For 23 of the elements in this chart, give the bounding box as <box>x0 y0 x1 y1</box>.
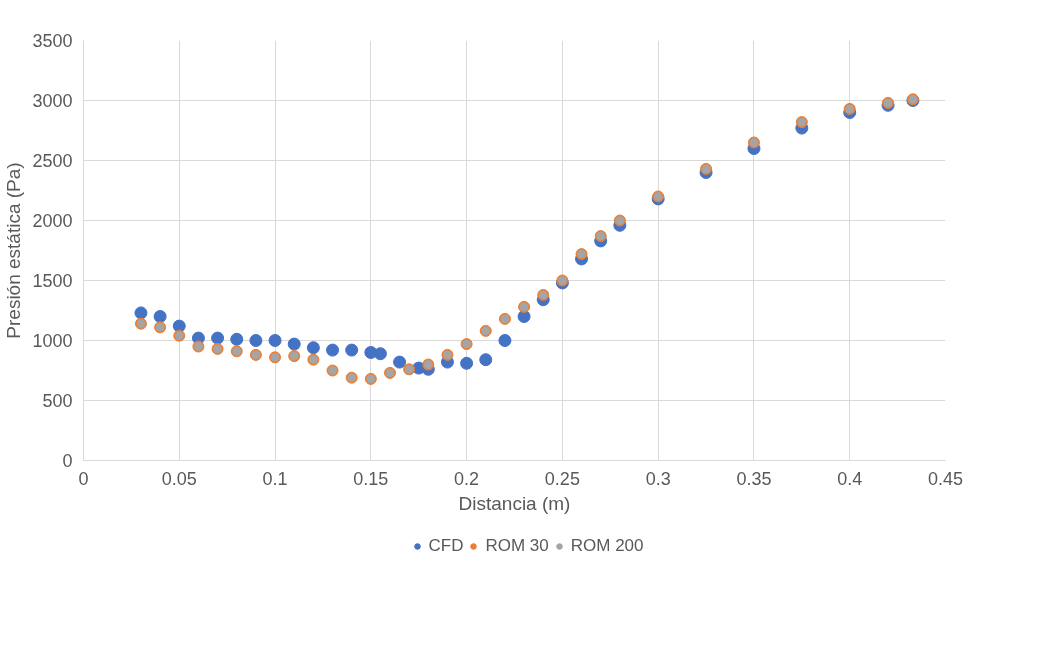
x-tick-label: 0.2 <box>454 468 480 489</box>
x-axis-title: Distancia (m) <box>458 492 571 514</box>
x-tick-label: 0.1 <box>262 468 288 489</box>
x-tick-label: 0.35 <box>736 468 772 489</box>
legend-label: CFD <box>428 536 464 556</box>
x-tick-label: 0.45 <box>927 468 964 489</box>
y-tick-label: 500 <box>42 391 73 411</box>
x-tick-label: 0.15 <box>353 468 389 489</box>
y-tick-label: 0 <box>62 451 73 471</box>
y-tick-label: 1000 <box>32 331 73 351</box>
y-tick-label: 2500 <box>32 151 73 171</box>
x-tick-label: 0.4 <box>837 468 863 489</box>
y-tick-label: 1500 <box>32 271 73 291</box>
legend-label: ROM 30 <box>485 536 549 556</box>
x-tick-label: 0.25 <box>544 468 580 489</box>
x-tick-label: 0.05 <box>161 468 197 489</box>
x-tick-label: 0.3 <box>645 468 671 489</box>
x-tick-label: 0 <box>78 468 89 489</box>
y-tick-label: 3500 <box>32 31 73 51</box>
y-axis-title: Presión estática (Pa) <box>3 162 25 339</box>
y-tick-label: 2000 <box>32 211 73 231</box>
legend-label: ROM 200 <box>570 536 644 556</box>
y-tick-label: 3000 <box>32 91 73 111</box>
